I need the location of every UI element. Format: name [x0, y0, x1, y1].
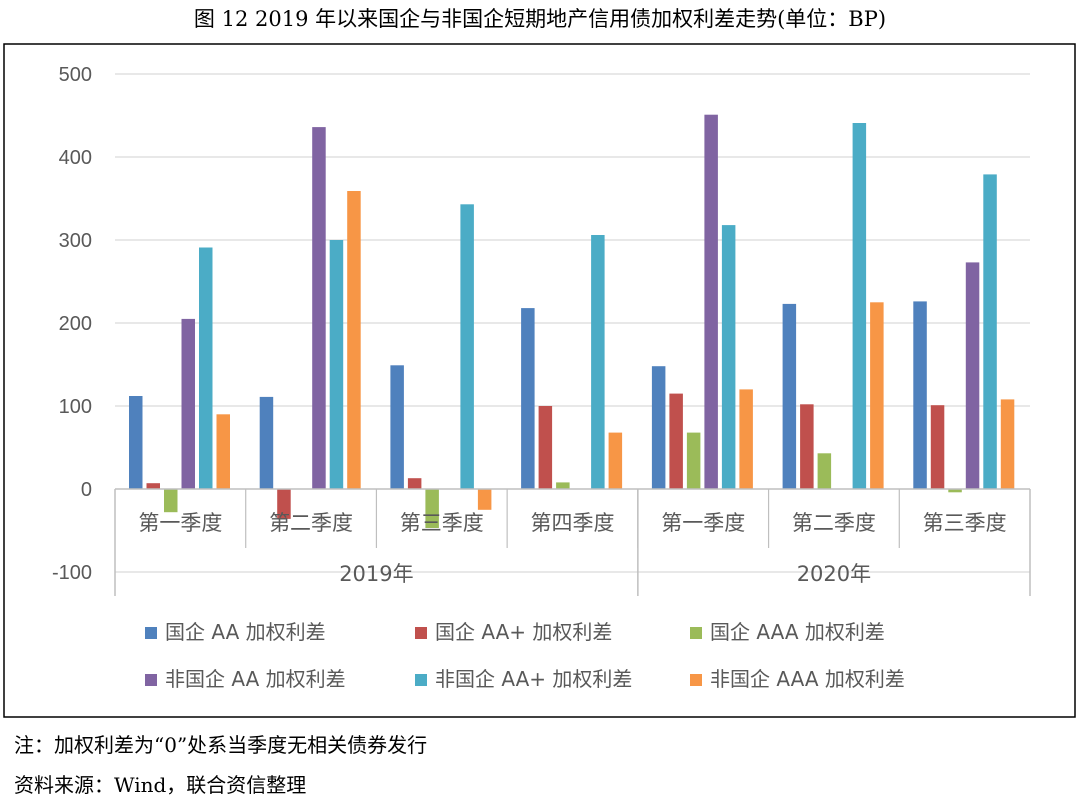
bar — [739, 389, 753, 489]
bar — [277, 489, 291, 519]
legend-swatch — [415, 627, 427, 639]
category-label: 第一季度 — [138, 511, 222, 535]
y-tick-label: 200 — [59, 313, 92, 335]
legend-swatch — [415, 674, 427, 686]
bar — [930, 405, 945, 489]
bar — [651, 366, 666, 489]
bar — [686, 432, 701, 489]
legend-item: 非国企 AA+ 加权利差 — [415, 667, 632, 691]
bar — [870, 302, 884, 490]
bar — [948, 489, 962, 493]
bar — [181, 318, 195, 489]
category-label: 第二季度 — [269, 511, 353, 535]
x-axis: 第一季度 第二季度 第三季度 第四季度 第一季度 第二季度 第三季度 2019年 2020年 — [114, 488, 1031, 596]
bar — [965, 262, 980, 489]
source-note: 资料来源：Wind，联合资信整理 — [14, 773, 306, 797]
chart-title: 图 12 2019 年以来国企与非国企短期地产信用债加权利差走势(单位：BP) — [194, 7, 886, 31]
group-label: 2019年 — [339, 562, 413, 586]
y-tick-label: 0 — [81, 479, 92, 501]
legend-swatch — [145, 674, 157, 686]
category-label: 第三季度 — [400, 511, 484, 535]
footnote: 注：加权利差为“0”处系当季度无相关债券发行 — [14, 733, 427, 757]
bar — [312, 127, 326, 489]
legend-label: 国企 AA+ 加权利差 — [435, 620, 612, 644]
bar — [390, 365, 404, 489]
group-label: 2020年 — [797, 562, 871, 586]
legend-item: 非国企 AA 加权利差 — [145, 667, 346, 691]
y-tick-label: 400 — [59, 147, 92, 169]
bar — [329, 240, 344, 489]
legend-item: 非国企 AAA 加权利差 — [690, 667, 905, 691]
bar — [460, 204, 474, 490]
y-axis-ticks: 500 400 300 200 100 0 -100 — [52, 64, 92, 584]
bar — [721, 225, 736, 489]
bar — [538, 406, 553, 489]
bar — [591, 235, 605, 489]
bar — [216, 414, 230, 489]
y-tick-label: -100 — [52, 562, 92, 584]
y-tick-label: 100 — [59, 396, 92, 418]
bar — [521, 308, 535, 489]
bar — [199, 247, 213, 489]
legend-swatch — [690, 627, 702, 639]
category-label: 第二季度 — [792, 511, 876, 535]
bar — [146, 483, 160, 489]
legend-label: 国企 AAA 加权利差 — [710, 620, 885, 644]
bar — [259, 396, 274, 489]
bar — [608, 432, 623, 489]
category-label: 第一季度 — [661, 511, 745, 535]
bar — [983, 174, 997, 489]
bar — [1000, 399, 1015, 489]
bar — [852, 123, 867, 489]
bar — [164, 489, 178, 513]
bar — [669, 393, 683, 489]
bar — [477, 489, 492, 510]
bar — [913, 301, 927, 489]
bars — [129, 114, 1015, 528]
legend-item: 国企 AAA 加权利差 — [690, 620, 885, 644]
legend-item: 国企 AA+ 加权利差 — [415, 620, 612, 644]
y-tick-label: 300 — [59, 230, 92, 252]
gridlines — [115, 73, 1030, 573]
legend-label: 非国企 AA+ 加权利差 — [435, 667, 632, 691]
bar — [347, 191, 361, 489]
y-tick-label: 500 — [59, 64, 92, 86]
bar — [782, 303, 797, 489]
legend-swatch — [690, 674, 702, 686]
legend-label: 非国企 AA 加权利差 — [165, 667, 346, 691]
bar — [129, 396, 143, 489]
bar — [407, 478, 422, 489]
legend-item: 国企 AA 加权利差 — [145, 620, 326, 644]
legend-swatch — [145, 627, 157, 639]
bar — [704, 114, 718, 489]
legend-label: 非国企 AAA 加权利差 — [710, 667, 905, 691]
bar — [817, 453, 832, 489]
category-label: 第三季度 — [923, 511, 1007, 535]
category-label: 第四季度 — [531, 511, 615, 535]
bar — [800, 404, 814, 489]
bar — [556, 482, 570, 489]
chart-frame — [3, 43, 1076, 718]
bar — [425, 489, 439, 528]
legend-label: 国企 AA 加权利差 — [165, 620, 326, 644]
